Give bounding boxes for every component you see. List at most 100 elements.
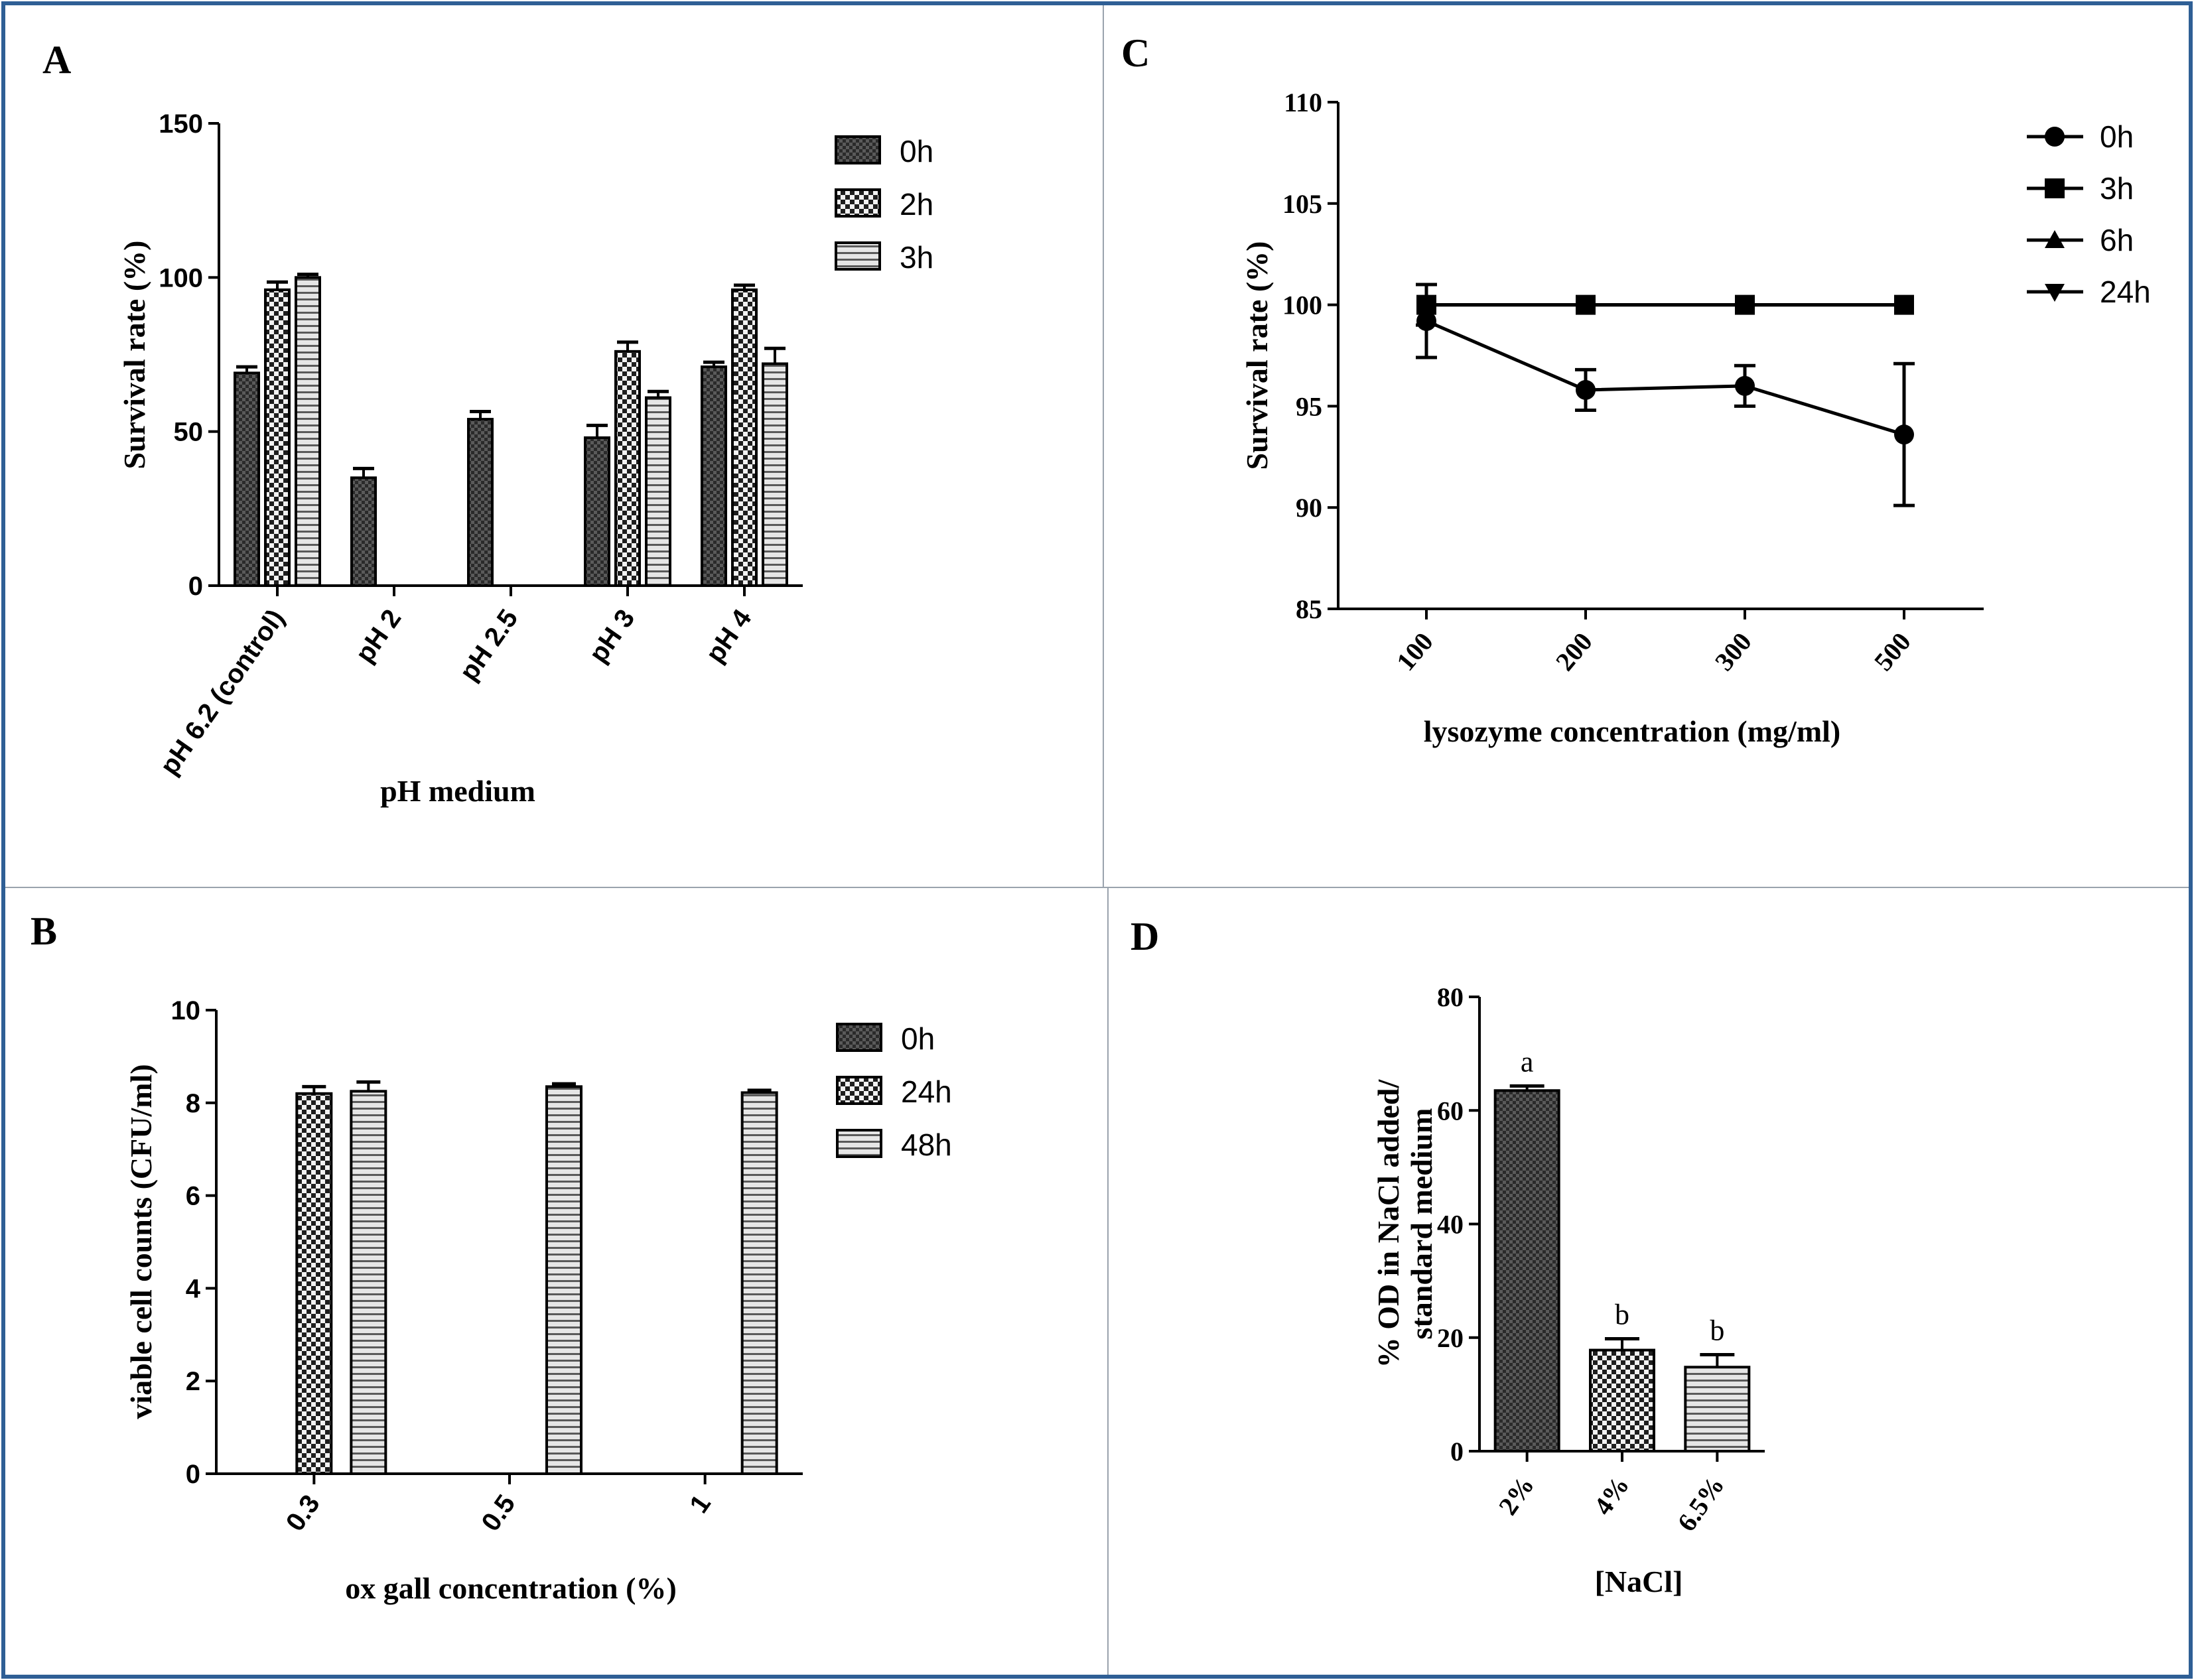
panel-d-bar: [1589, 1348, 1655, 1453]
panel-a-bar: [584, 436, 610, 588]
panel-a-bar: [234, 371, 260, 587]
panel-a-legend-swatch: [835, 135, 881, 164]
panel-a-y-tick-label: 150: [159, 109, 203, 139]
panel-label-c: C: [1121, 31, 1150, 75]
panel-a-bar: [731, 288, 758, 587]
panel-b-y-tick-label: 6: [186, 1182, 200, 1211]
panel-b-x-tick-label: 0.5: [476, 1490, 521, 1537]
panel-c-data-point: [1894, 424, 1914, 445]
panel-a-bar: [467, 418, 494, 588]
panel-a-legend-swatch: [835, 241, 881, 271]
panel-d-x-tick-label: 6.5%: [1671, 1470, 1730, 1537]
panel-a-bar: [701, 365, 727, 587]
panel-b-y-axis-title: viable cell counts (CFU/ml): [124, 1064, 158, 1419]
panel-c-x-tick-label: 300: [1709, 627, 1757, 677]
panel-a-x-tick-label: pH 2.5: [454, 604, 523, 686]
panel-c-x-tick-label: 200: [1550, 627, 1598, 677]
panel-a-x-axis-title: pH medium: [380, 774, 535, 808]
panel-c-data-point: [1416, 311, 1436, 332]
panel-b-bar: [740, 1091, 778, 1475]
panel-c-y-tick-label: 85: [1296, 594, 1322, 624]
panel-b-x-tick-label: 1: [684, 1490, 717, 1518]
panel-b-bar: [350, 1090, 387, 1475]
panel-a-bar: [614, 350, 641, 587]
panel-b-legend-swatch: [836, 1076, 882, 1105]
panel-a-y-tick-label: 50: [174, 418, 204, 447]
panel-b-legend-label: 24h: [901, 1074, 952, 1109]
panel-d-y-tick-label: 80: [1437, 982, 1464, 1012]
panel-b-y-tick-label: 2: [186, 1367, 200, 1396]
panel-c-legend-label: 24h: [2100, 275, 2151, 309]
panel-c-y-tick-label: 95: [1296, 391, 1322, 421]
panel-label-b: B: [31, 909, 57, 953]
panel-c-legend-marker: [2045, 178, 2065, 198]
panel-c-y-tick-label: 105: [1282, 189, 1322, 219]
panel-a-bar: [762, 362, 788, 587]
panel-a-legend-label: 2h: [900, 187, 933, 222]
panel-c-legend-marker: [2045, 230, 2065, 248]
panel-d-significance-label: b: [1615, 1298, 1629, 1330]
panel-d-y-tick-label: 0: [1450, 1437, 1464, 1466]
panel-d-y-tick-label: 40: [1437, 1210, 1464, 1240]
panel-b-y-tick-label: 4: [186, 1274, 201, 1303]
panel-c-legend-marker: [2045, 284, 2065, 302]
panel-d-significance-label: b: [1710, 1314, 1724, 1346]
panel-d-x-tick-label: 2%: [1493, 1470, 1540, 1520]
panel-a-x-tick-label: pH 3: [584, 604, 641, 668]
panel-a-bar: [264, 288, 291, 587]
panel-b-y-tick-label: 10: [171, 996, 201, 1025]
panel-d-significance-label: a: [1521, 1045, 1534, 1078]
panel-c-data-point: [1576, 294, 1596, 315]
panel-b-legend-swatch: [836, 1023, 882, 1052]
panel-a-bar: [350, 476, 377, 587]
panel-c-y-tick-label: 110: [1284, 88, 1322, 117]
panel-c-y-tick-label: 100: [1282, 291, 1322, 320]
panel-b-bar: [295, 1092, 333, 1475]
panel-c-data-point: [1576, 379, 1596, 400]
panel-a-y-axis-title: Survival rate (%): [117, 241, 151, 470]
panel-d-y-tick-label: 60: [1437, 1096, 1464, 1126]
chart-panel-b: 0 2 4 6 8 10 0.3 0.5 1 viable cell counts (CFU/ml…: [124, 996, 952, 1605]
panel-d-bar: [1493, 1089, 1560, 1453]
panel-c-legend-label: 0h: [2100, 119, 2134, 154]
panel-b-x-tick-label: 0.3: [281, 1490, 326, 1537]
panel-label-a: A: [42, 38, 71, 82]
panel-a-x-tick-label: pH 2: [350, 604, 407, 668]
panel-c-legend-marker: [2045, 127, 2065, 147]
panel-a-bar: [295, 276, 321, 587]
panel-d-bar: [1684, 1366, 1751, 1453]
panel-d-x-axis-title: [NaCl]: [1595, 1565, 1683, 1598]
panel-a-x-tick-label: pH 6.2 (control): [155, 604, 290, 781]
panel-b-x-axis-title: ox gall concentration (%): [345, 1571, 677, 1605]
panel-a-legend-label: 0h: [900, 134, 933, 168]
panel-label-d: D: [1131, 915, 1159, 958]
panel-d-y-tick-label: 20: [1437, 1323, 1464, 1353]
panel-c-x-tick-label: 500: [1868, 627, 1917, 677]
panel-b-y-tick-label: 0: [186, 1460, 200, 1489]
panel-a-y-tick-label: 0: [188, 572, 203, 601]
panel-c-x-tick-label: 100: [1391, 627, 1439, 677]
panel-a-bar: [645, 396, 671, 587]
panel-b-legend-label: 48h: [901, 1128, 952, 1162]
panel-a-y-tick-label: 100: [159, 263, 203, 292]
chart-panel-d: 0 20 40 60 80 2% a 4% b 6.5% b % OD in NaCl added/s…: [1371, 982, 1765, 1598]
panel-c-data-point: [1735, 375, 1755, 396]
panel-b-legend-label: 0h: [901, 1021, 935, 1056]
panel-c-y-tick-label: 90: [1296, 493, 1322, 523]
panel-c-y-axis-title: Survival rate (%): [1240, 241, 1274, 470]
panel-a-legend-label: 3h: [900, 240, 933, 275]
panel-b-bar: [545, 1085, 583, 1475]
panel-c-legend-label: 3h: [2100, 171, 2134, 206]
panel-d-y-axis-title-line2: standard medium: [1405, 1108, 1438, 1340]
panel-b-y-tick-label: 8: [186, 1089, 200, 1118]
panel-c-legend-label: 6h: [2100, 223, 2134, 257]
panel-d-y-axis-title-line1: % OD in NaCl added/: [1371, 1079, 1405, 1368]
panel-a-x-tick-label: pH 4: [701, 604, 758, 668]
panel-c-data-point: [1735, 294, 1755, 315]
panel-c-x-axis-title: lysozyme concentration (mg/ml): [1424, 714, 1841, 748]
panel-a-legend-swatch: [835, 188, 881, 218]
chart-panel-c: 85 90 95 100 105 110 100 200 300 500 Survival rate…: [1240, 88, 2151, 748]
panel-d-x-tick-label: 4%: [1588, 1470, 1635, 1520]
